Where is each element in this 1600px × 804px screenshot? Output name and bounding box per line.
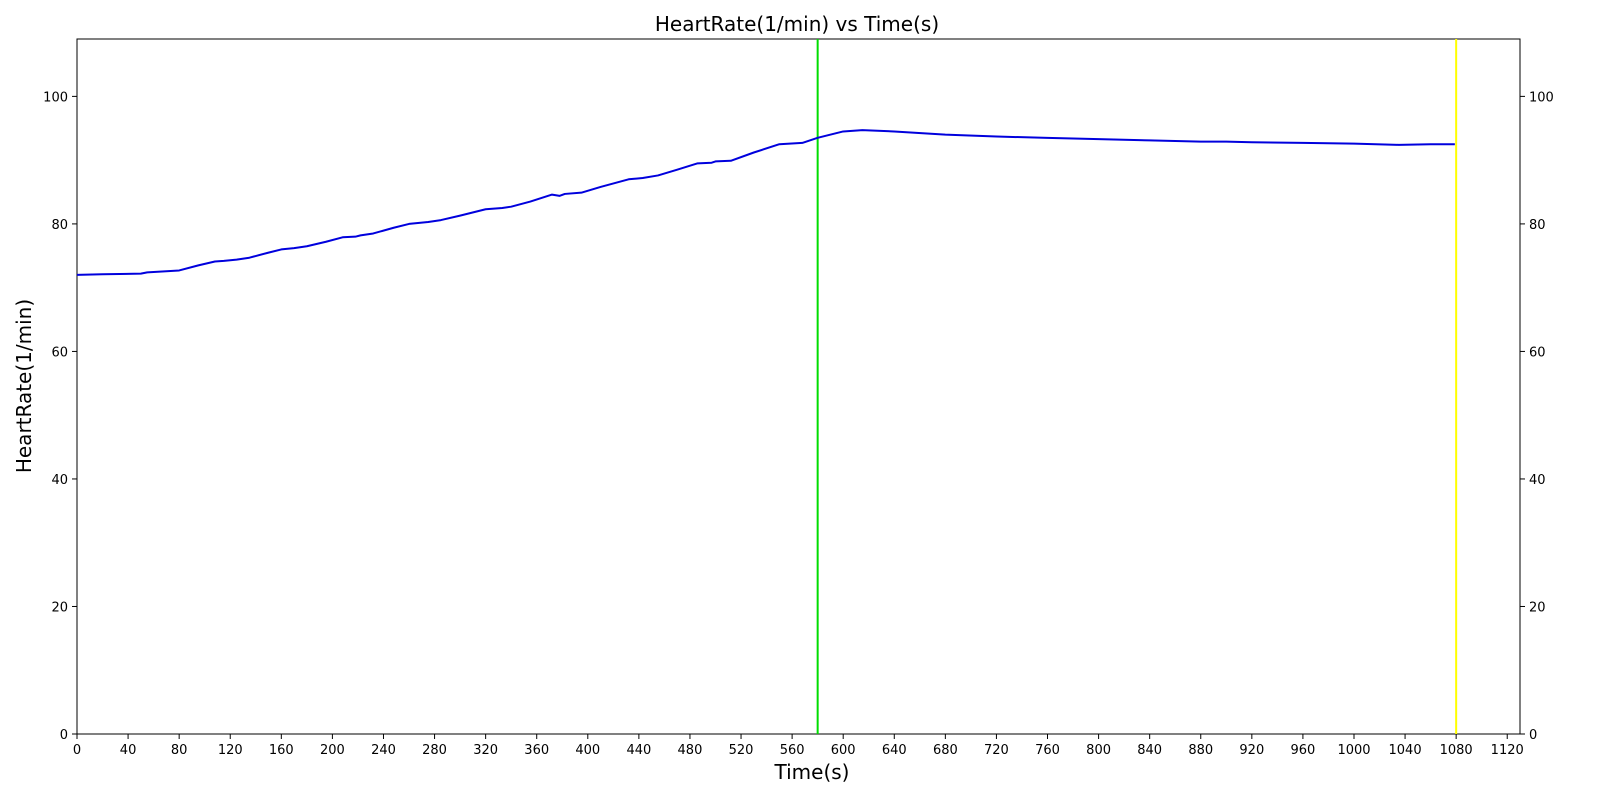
x-tick-label: 200 xyxy=(320,743,345,758)
plot-frame xyxy=(76,38,1521,735)
y-right-tick-label: 60 xyxy=(1529,345,1546,360)
x-tick-label: 400 xyxy=(575,743,600,758)
y-tick-label: 0 xyxy=(60,728,68,743)
y-tick-label: 80 xyxy=(51,218,68,233)
x-tick-label: 40 xyxy=(120,743,137,758)
vertical-markers xyxy=(816,39,1458,734)
chart-title: HeartRate(1/min) vs Time(s) xyxy=(655,12,939,36)
x-tick-label: 160 xyxy=(269,743,294,758)
x-tick-label: 800 xyxy=(1086,743,1111,758)
x-tick-label: 760 xyxy=(1035,743,1060,758)
x-tick-label: 520 xyxy=(729,743,754,758)
x-tick-label: 0 xyxy=(73,743,81,758)
x-tick-label: 1120 xyxy=(1491,743,1524,758)
x-tick-label: 680 xyxy=(933,743,958,758)
y-tick-label: 60 xyxy=(51,345,68,360)
y-axis-right: 0 20 40 60 80 100 xyxy=(1520,90,1554,743)
x-tick-label: 1000 xyxy=(1337,743,1370,758)
x-tick-label: 840 xyxy=(1137,743,1162,758)
y-right-tick-label: 80 xyxy=(1529,218,1546,233)
y-axis-left: 0 20 40 60 80 100 xyxy=(43,90,77,743)
x-tick-label: 920 xyxy=(1239,743,1264,758)
y-tick-label: 100 xyxy=(43,90,68,105)
x-tick-label: 640 xyxy=(882,743,907,758)
series-group xyxy=(76,129,1455,276)
x-tick-label: 440 xyxy=(626,743,651,758)
x-tick-label: 880 xyxy=(1188,743,1213,758)
y-right-tick-label: 100 xyxy=(1529,90,1554,105)
y-tick-label: 20 xyxy=(51,600,68,615)
series-line xyxy=(76,129,1455,276)
x-axis-title: Time(s) xyxy=(774,760,850,784)
x-tick-label: 80 xyxy=(171,743,188,758)
y-tick-label: 40 xyxy=(51,473,68,488)
x-tick-label: 120 xyxy=(218,743,243,758)
x-tick-label: 320 xyxy=(473,743,498,758)
x-tick-label: 240 xyxy=(371,743,396,758)
y-right-tick-label: 20 xyxy=(1529,600,1546,615)
x-axis: 0 40 80 120 160 200 240 280 320 360 400 440 480 520 56… xyxy=(73,734,1524,758)
x-tick-label: 600 xyxy=(831,743,856,758)
x-tick-label: 1080 xyxy=(1440,743,1473,758)
x-tick-label: 1040 xyxy=(1389,743,1422,758)
x-tick-label: 960 xyxy=(1290,743,1315,758)
x-tick-label: 480 xyxy=(678,743,703,758)
x-tick-label: 560 xyxy=(780,743,805,758)
x-tick-label: 360 xyxy=(524,743,549,758)
x-tick-label: 280 xyxy=(422,743,447,758)
y-right-tick-label: 40 xyxy=(1529,473,1546,488)
y-right-tick-label: 0 xyxy=(1529,728,1537,743)
y-axis-title: HeartRate(1/min) xyxy=(12,299,36,473)
x-tick-label: 720 xyxy=(984,743,1009,758)
